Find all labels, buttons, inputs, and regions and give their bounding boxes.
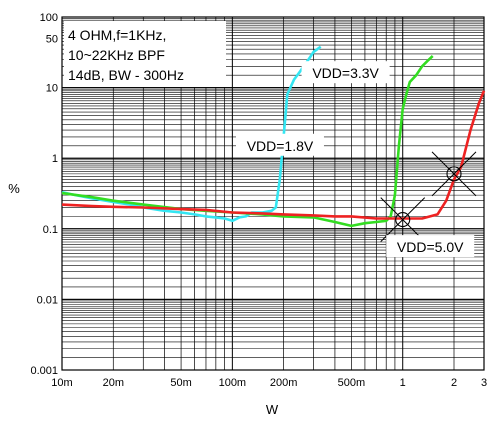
- y-tick-label: 0.01: [37, 294, 58, 306]
- conditions-box: 4 OHM,f=1KHz, 10~22KHz BPF 14dB, BW - 300H…: [64, 21, 226, 87]
- conditions-box-background: [64, 21, 226, 87]
- marker-layer: [380, 151, 477, 242]
- x-tick-label: 2: [451, 377, 457, 389]
- label-text: VDD=5.0V: [397, 239, 464, 255]
- x-tick-label: 500m: [338, 377, 366, 389]
- y-tick-label: 10: [46, 83, 58, 95]
- label-background: [301, 61, 390, 84]
- y-axis-title: %: [8, 181, 20, 196]
- x-tick-label: 50m: [170, 377, 191, 389]
- x-tick-label: 10m: [51, 377, 72, 389]
- marker-diagonal: [431, 151, 477, 197]
- label-background: [386, 235, 475, 258]
- marker-circle: [395, 212, 411, 228]
- conditions-line-2: 10~22KHz BPF: [68, 47, 165, 63]
- marker-circle: [446, 166, 462, 182]
- series-line-vdd-5-0v: [61, 90, 486, 220]
- y-tick-label: 50: [46, 33, 58, 45]
- label-vdd-1-8v: VDD=1.8V: [235, 133, 324, 156]
- tick-labels: 10m 20m 50m 100m 200m 500m 1 2 3 0.001 0.01 0.1 1 10 5…: [30, 12, 487, 389]
- x-tick-label: 1: [400, 377, 406, 389]
- y-tick-label: 0.1: [43, 224, 58, 236]
- y-tick-label: 1: [52, 153, 58, 165]
- x-tick-label: 3: [481, 377, 487, 389]
- label-text: VDD=3.3V: [312, 65, 379, 81]
- x-axis-title: W: [266, 402, 279, 417]
- label-vdd-3-3v: VDD=3.3V: [301, 61, 390, 84]
- series-line-vdd-1-8v: [61, 45, 322, 223]
- series-layer: [61, 45, 486, 228]
- conditions-line-3: 14dB, BW - 300Hz: [68, 67, 184, 83]
- label-vdd-5-0v: VDD=5.0V: [386, 235, 475, 258]
- annotation-layer: 4 OHM,f=1KHz, 10~22KHz BPF 14dB, BW - 300H…: [64, 21, 475, 258]
- label-text: VDD=1.8V: [247, 138, 314, 154]
- y-tick-label: 0.001: [30, 365, 58, 377]
- marker-diagonal: [380, 197, 426, 242]
- x-tick-label: 100m: [219, 377, 247, 389]
- x-tick-label: 200m: [270, 377, 298, 389]
- y-tick-label: 100: [40, 12, 58, 24]
- label-background: [235, 133, 324, 156]
- conditions-line-1: 4 OHM,f=1KHz,: [68, 27, 166, 43]
- x-tick-label: 20m: [103, 377, 124, 389]
- crosshair-marker-2: [431, 151, 477, 197]
- crosshair-marker-1: [380, 197, 426, 242]
